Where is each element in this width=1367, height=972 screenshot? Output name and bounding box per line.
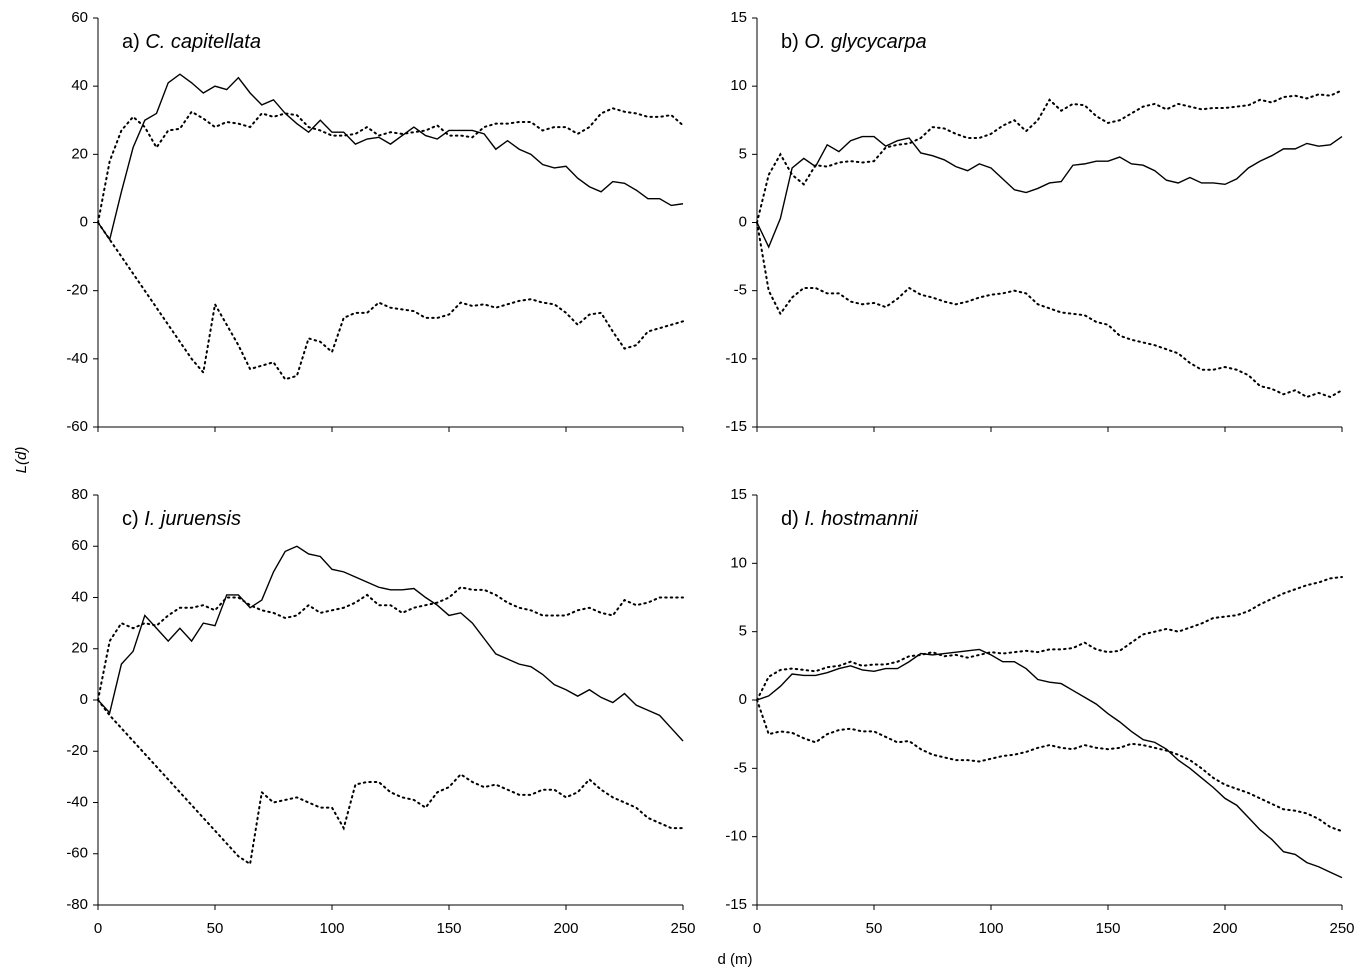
envelope-line [756, 89, 1343, 224]
x-tick-label: 200 [553, 920, 578, 937]
species-name: O. glycycarpa [804, 31, 926, 53]
y-tick-label: -10 [725, 828, 747, 845]
y-tick-label: -5 [734, 282, 747, 299]
y-tick-label: 20 [71, 640, 88, 657]
y-tick-label: 60 [71, 537, 88, 554]
y-tick-label: 20 [71, 145, 88, 162]
y-tick-label: -60 [66, 418, 88, 435]
y-tick-label: 0 [739, 691, 747, 708]
y-tick-label: -40 [66, 350, 88, 367]
y-tick-label: -10 [725, 350, 747, 367]
y-tick-label: 10 [730, 554, 747, 571]
y-tick-label: -20 [66, 742, 88, 759]
y-tick-label: 40 [71, 588, 88, 605]
species-name: C. capitellata [145, 31, 261, 53]
y-tick-label: 60 [71, 9, 88, 26]
envelope-line [756, 699, 1343, 833]
x-tick-label: 100 [319, 920, 344, 937]
x-tick-label: 50 [866, 920, 883, 937]
species-name: I. juruensis [144, 508, 241, 530]
panel-label: c) [122, 508, 139, 530]
panel-title: a) C. capitellata [122, 31, 261, 53]
y-tick-label: 0 [80, 691, 88, 708]
y-tick-label: 15 [730, 486, 747, 503]
x-tick-label: 0 [94, 920, 102, 937]
y-tick-label: -5 [734, 759, 747, 776]
x-tick-label: 100 [978, 920, 1003, 937]
y-tick-label: -15 [725, 418, 747, 435]
y-tick-label: 10 [730, 77, 747, 94]
y-tick-label: -80 [66, 896, 88, 913]
envelope-line [756, 221, 1343, 399]
y-tick-label: -15 [725, 896, 747, 913]
x-tick-label: 200 [1212, 920, 1237, 937]
panel-label: b) [781, 31, 799, 53]
y-tick-label: 15 [730, 9, 747, 26]
envelope-line [97, 221, 684, 381]
y-tick-label: -60 [66, 845, 88, 862]
y-tick-label: 0 [80, 213, 88, 230]
observed-line [756, 135, 1343, 249]
y-tick-label: -20 [66, 282, 88, 299]
x-tick-label: 50 [207, 920, 224, 937]
x-tick-label: 0 [753, 920, 761, 937]
x-tick-label: 150 [1095, 920, 1120, 937]
y-tick-label: 5 [739, 623, 747, 640]
panel-label: a) [122, 31, 140, 53]
x-axis-label: d (m) [718, 951, 753, 968]
panel-title: d) I. hostmannii [781, 508, 918, 530]
envelope-line [97, 699, 684, 866]
observed-line [97, 545, 684, 742]
envelope-line [97, 107, 684, 224]
y-tick-label: 80 [71, 486, 88, 503]
y-tick-label: -40 [66, 793, 88, 810]
x-tick-label: 250 [1329, 920, 1354, 937]
x-tick-label: 150 [436, 920, 461, 937]
panel-title: b) O. glycycarpa [781, 31, 927, 53]
panel-label: d) [781, 508, 799, 530]
y-tick-label: 5 [739, 145, 747, 162]
y-tick-label: 0 [739, 213, 747, 230]
x-tick-label: 250 [670, 920, 695, 937]
panel-title: c) I. juruensis [122, 508, 241, 530]
species-name: I. hostmannii [804, 508, 918, 530]
y-tick-label: 40 [71, 77, 88, 94]
observed-line [97, 73, 684, 242]
envelope-line [97, 586, 684, 701]
y-axis-label: L(d) [13, 447, 30, 474]
observed-line [756, 648, 1343, 879]
envelope-line [756, 576, 1343, 701]
